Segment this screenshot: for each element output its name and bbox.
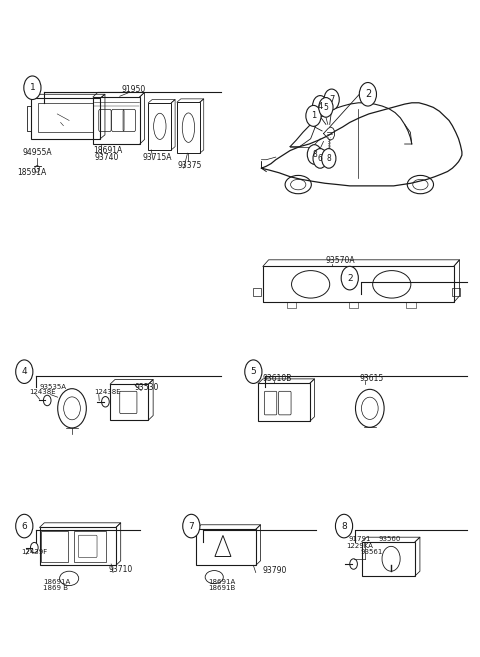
Text: 7: 7 — [329, 95, 334, 104]
Circle shape — [341, 266, 359, 290]
Text: 8: 8 — [312, 150, 317, 159]
Circle shape — [319, 97, 333, 117]
Text: 12439F: 12439F — [22, 549, 48, 555]
Text: 6: 6 — [22, 522, 27, 531]
Text: 93530: 93530 — [134, 383, 158, 392]
Text: 2: 2 — [347, 273, 353, 283]
Text: 94955A: 94955A — [23, 148, 52, 157]
Text: 8: 8 — [326, 154, 331, 163]
Text: 93610B: 93610B — [263, 374, 292, 383]
Circle shape — [360, 83, 376, 106]
Text: 18691A: 18691A — [208, 579, 235, 585]
Circle shape — [324, 89, 339, 110]
Circle shape — [31, 543, 38, 553]
Text: 93560: 93560 — [378, 536, 401, 542]
Text: 1229KA: 1229KA — [346, 543, 373, 549]
Circle shape — [336, 514, 353, 538]
Circle shape — [16, 360, 33, 384]
Text: 6: 6 — [318, 154, 323, 163]
Circle shape — [313, 148, 327, 168]
Text: 18691A: 18691A — [93, 146, 122, 155]
Text: 1: 1 — [311, 112, 316, 120]
Text: 1: 1 — [30, 83, 36, 92]
Text: 1869 B: 1869 B — [43, 585, 68, 591]
Text: 7: 7 — [189, 522, 194, 531]
Text: 93570A: 93570A — [326, 256, 356, 265]
Circle shape — [24, 76, 41, 99]
Text: 4: 4 — [22, 367, 27, 376]
Text: 91950: 91950 — [121, 85, 146, 94]
Text: 2: 2 — [365, 89, 371, 99]
Circle shape — [306, 105, 321, 126]
Circle shape — [43, 396, 51, 406]
Circle shape — [35, 166, 39, 172]
Text: 5: 5 — [251, 367, 256, 376]
Text: 93375: 93375 — [177, 161, 202, 170]
Text: 18591A: 18591A — [17, 168, 46, 177]
Text: 4: 4 — [318, 102, 323, 110]
Text: 91791: 91791 — [349, 536, 372, 542]
Text: 18691B: 18691B — [208, 585, 235, 591]
Text: 12438E: 12438E — [94, 389, 120, 395]
Text: 8: 8 — [341, 522, 347, 531]
Text: 93561: 93561 — [360, 549, 383, 555]
Text: 18691A: 18691A — [43, 579, 71, 585]
Circle shape — [16, 514, 33, 538]
Text: 93615: 93615 — [360, 374, 384, 383]
Text: 93740: 93740 — [95, 152, 120, 162]
Text: 5: 5 — [324, 103, 328, 112]
Text: 93535A: 93535A — [39, 384, 67, 390]
Circle shape — [312, 96, 328, 116]
Circle shape — [245, 360, 262, 384]
Text: 12438E: 12438E — [29, 389, 56, 395]
Text: 93790: 93790 — [263, 566, 288, 574]
Circle shape — [183, 514, 200, 538]
Text: 93710: 93710 — [109, 565, 133, 574]
Text: 93715A: 93715A — [142, 152, 172, 162]
Circle shape — [322, 148, 336, 168]
Circle shape — [307, 145, 322, 164]
Circle shape — [350, 559, 358, 569]
Circle shape — [102, 397, 109, 407]
